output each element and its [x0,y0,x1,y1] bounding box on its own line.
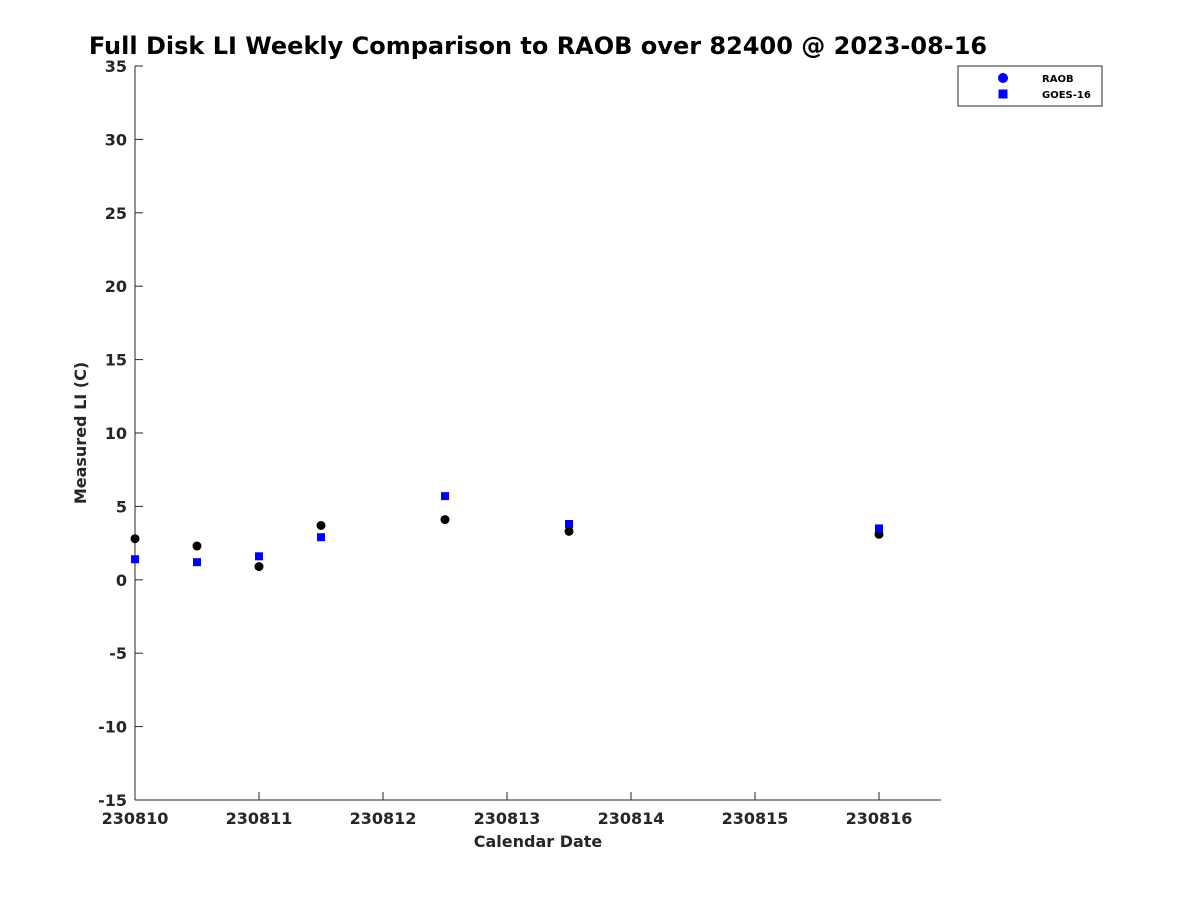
raob-point [316,520,326,530]
legend-label: GOES-16 [1042,90,1091,101]
y-tick-label: 20 [105,277,127,296]
x-axis-label: Calendar Date [474,832,603,851]
y-tick-label: 10 [105,424,127,443]
legend-marker [998,73,1008,83]
y-tick-label: 35 [105,57,127,76]
y-tick-label: -10 [98,718,127,737]
x-tick-label: 230815 [722,809,789,828]
series-goes-16 [131,492,883,567]
y-tick-label: 5 [116,497,127,516]
legend-marker [998,89,1008,99]
goes-16-point [255,552,263,561]
raob-point [254,562,264,572]
x-tick-label: 230812 [350,809,417,828]
chart-title: Full Disk LI Weekly Comparison to RAOB o… [89,32,987,60]
x-tick-label: 230813 [474,809,541,828]
legend-label: RAOB [1042,74,1074,85]
goes-16-point [131,555,139,564]
x-ticks: 230810 230811 230812 230813 230814 230815 2308… [102,792,913,828]
x-tick-label: 230810 [102,809,169,828]
x-tick-label: 230814 [598,809,665,828]
y-tick-label: -5 [109,644,127,663]
goes-16-point [875,524,883,533]
x-tick-label: 230816 [846,809,913,828]
raob-point [130,534,140,544]
y-tick-label: 30 [105,130,127,149]
y-ticks: -15 -10 -5 0 5 10 15 20 25 30 35 [98,57,143,810]
goes-16-point [441,492,449,501]
raob-point [440,515,450,525]
raob-point [564,526,574,536]
y-tick-label: 25 [105,204,127,223]
goes-16-point [565,520,573,529]
goes-16-point [193,558,201,567]
y-tick-label: 15 [105,351,127,370]
raob-point [192,541,202,551]
legend: RAOB GOES-16 [957,65,1103,107]
series-raob [130,515,884,572]
data-points [130,492,884,572]
goes-16-point [317,533,325,542]
y-axis-label: Measured LI (C) [71,362,90,504]
legend-box [957,65,1103,107]
y-tick-label: 0 [116,571,127,590]
x-tick-label: 230811 [226,809,293,828]
y-tick-label: -15 [98,791,127,810]
